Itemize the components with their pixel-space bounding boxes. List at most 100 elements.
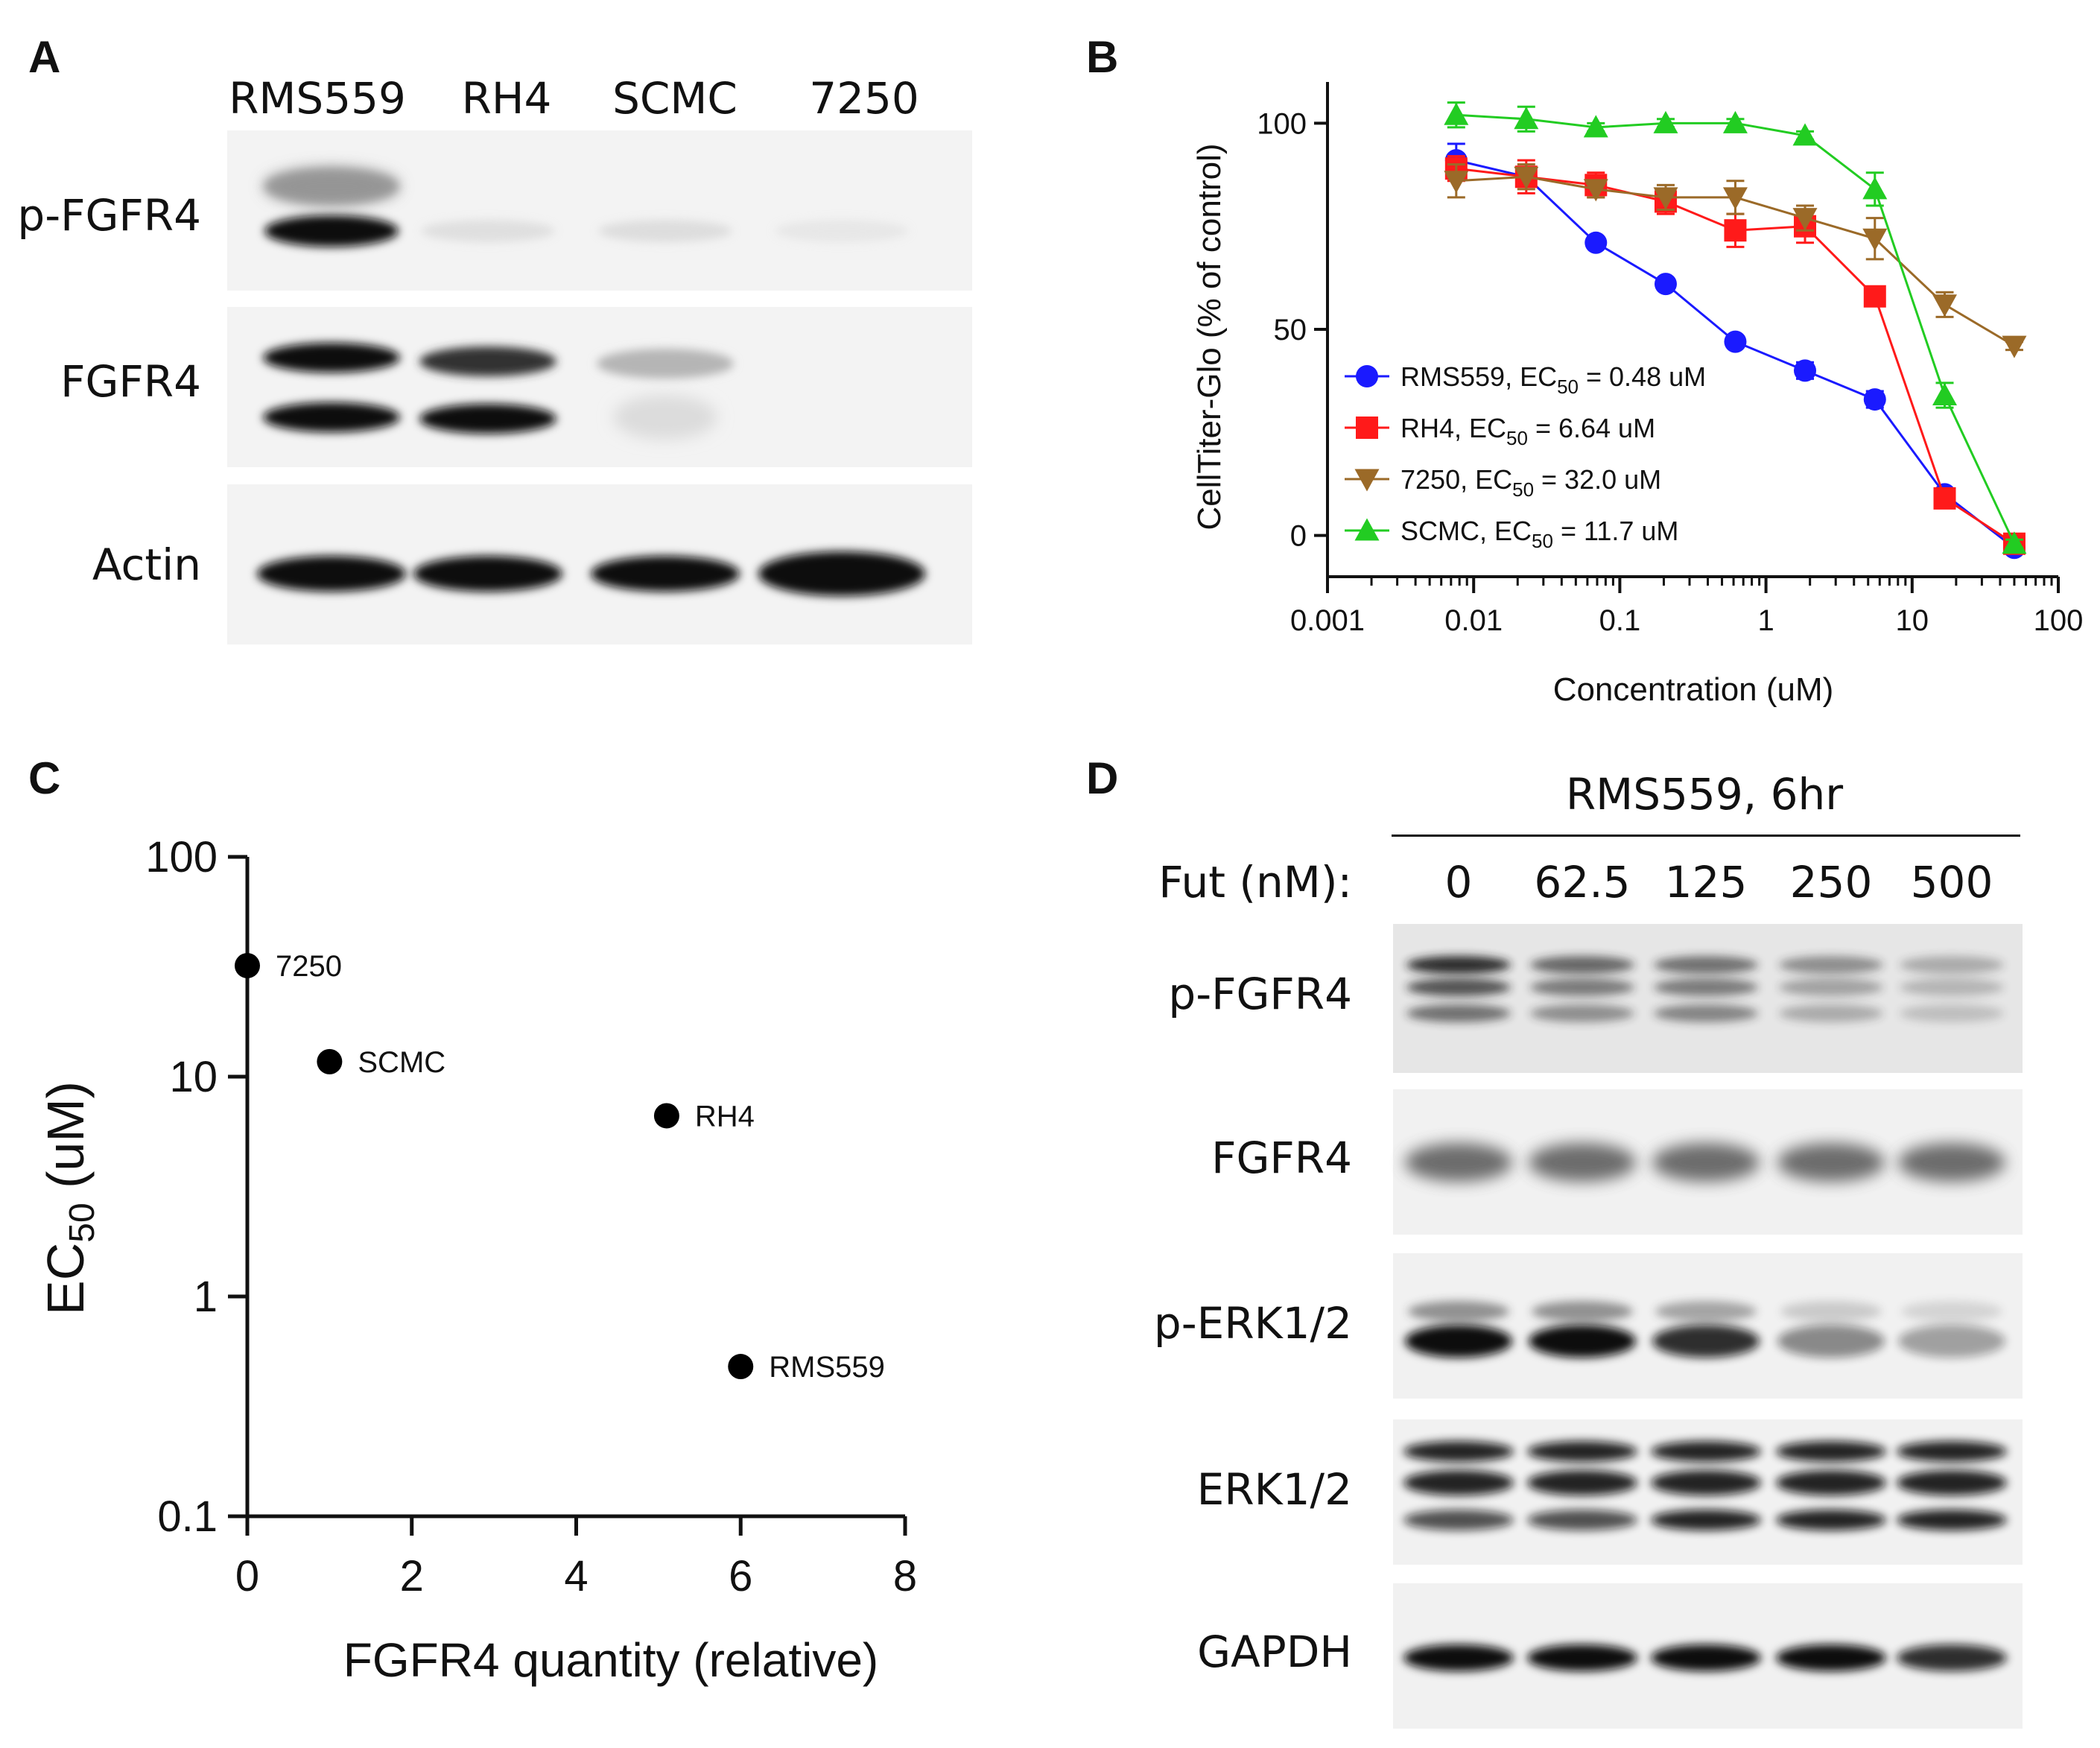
band-d-pfgfr4 — [1406, 1004, 1511, 1022]
b-x-axis-label: Concentration (uM) — [1553, 671, 1834, 708]
band-a-pfgfr4 — [775, 220, 909, 242]
band-a-pfgfr4 — [598, 220, 732, 242]
blot-d-row-label-p-fgfr4: p-FGFR4 — [1168, 969, 1352, 1019]
band-d-erk — [1776, 1510, 1886, 1530]
band-d-erk — [1651, 1510, 1761, 1530]
band-a-pfgfr4 — [421, 220, 555, 242]
b-point-7250 — [1653, 187, 1678, 210]
band-a-pfgfr4-upper — [263, 167, 400, 206]
b-point-7250 — [1514, 166, 1539, 189]
b-point-rms559 — [1794, 359, 1817, 382]
b-x-tick-label: 0.001 — [1290, 604, 1365, 637]
b-y-tick-label: 100 — [1257, 107, 1307, 140]
band-d-pfgfr4 — [1654, 956, 1758, 974]
b-legend-label-scmc: SCMC, EC50 = 11.7 uM — [1400, 516, 1678, 552]
blot-d-row-label-fgfr4: FGFR4 — [1211, 1133, 1352, 1183]
band-d-perk-upper — [1780, 1301, 1882, 1322]
dose-label-62-5: 62.5 — [1534, 857, 1631, 908]
band-d-perk-upper — [1532, 1301, 1633, 1322]
panel-c-letter: C — [28, 753, 61, 803]
blot-d-header: RMS559, 6hr — [1565, 769, 1844, 820]
band-a-fgfr4 — [263, 402, 400, 432]
blot-a-strip-0 — [227, 130, 972, 291]
c-point-label-7250: 7250 — [276, 950, 342, 983]
band-d-erk — [1527, 1441, 1637, 1462]
blot-d-row-label-p-erk: p-ERK1/2 — [1153, 1298, 1352, 1349]
b-y-tick-label: 0 — [1290, 520, 1307, 553]
c-point-label-rms559: RMS559 — [769, 1351, 885, 1384]
c-point-rh4 — [653, 1103, 679, 1129]
b-legend-label-rh4: RH4, EC50 = 6.64 uM — [1400, 413, 1655, 449]
b-point-scmc — [1792, 123, 1818, 146]
band-d-pfgfr4 — [1530, 978, 1634, 996]
lane-label-7250: 7250 — [809, 73, 919, 124]
band-d-fgfr4 — [1529, 1143, 1636, 1182]
b-point-7250 — [1583, 179, 1608, 202]
b-point-scmc — [1653, 110, 1678, 133]
dose-label-250: 250 — [1789, 857, 1873, 908]
b-point-rms559 — [1724, 330, 1747, 353]
band-d-erk — [1776, 1441, 1886, 1462]
b-point-scmc — [1722, 110, 1748, 133]
blot-d-row-label-erk: ERK1/2 — [1196, 1464, 1352, 1515]
c-x-tick-label: 8 — [893, 1552, 917, 1600]
b-point-scmc — [1514, 107, 1539, 130]
band-d-erk — [1527, 1470, 1637, 1495]
b-x-tick-label: 0.01 — [1444, 604, 1503, 637]
band-d-fgfr4 — [1898, 1143, 2005, 1182]
band-d-pfgfr4 — [1779, 956, 1883, 974]
c-point-7250 — [235, 952, 260, 978]
band-d-perk-lower — [1652, 1325, 1760, 1358]
dose-label-0: 0 — [1444, 857, 1473, 908]
band-d-pfgfr4 — [1900, 978, 2004, 996]
band-d-perk-lower — [1777, 1325, 1885, 1358]
band-d-pfgfr4 — [1654, 1004, 1758, 1022]
band-a-fgfr4-smear — [613, 395, 717, 440]
b-legend-marker — [1354, 518, 1380, 541]
b-point-scmc — [1444, 102, 1469, 125]
blot-d-row-label-gapdh: GAPDH — [1197, 1627, 1352, 1677]
c-point-rms559 — [728, 1354, 754, 1380]
b-legend-marker — [1354, 469, 1380, 492]
band-d-erk — [1776, 1470, 1886, 1495]
band-d-gapdh — [1776, 1644, 1886, 1671]
c-x-tick-label: 2 — [400, 1552, 424, 1600]
band-a-fgfr4 — [419, 404, 556, 434]
b-y-axis-label: CellTiter-Glo (% of control) — [1191, 143, 1228, 530]
b-point-7250 — [1932, 294, 1957, 317]
panel-b-letter: B — [1086, 32, 1119, 82]
band-d-erk — [1897, 1470, 2007, 1495]
band-d-fgfr4 — [1405, 1143, 1512, 1182]
b-point-rh4 — [1933, 487, 1956, 510]
c-y-tick-label: 0.1 — [157, 1492, 218, 1541]
dose-label-125: 125 — [1664, 857, 1748, 908]
band-a-actin — [257, 556, 406, 592]
c-point-scmc — [317, 1048, 343, 1074]
b-legend-marker — [1356, 365, 1378, 387]
blot-a-row-label-actin: Actin — [92, 539, 201, 590]
lane-label-rh4: RH4 — [461, 73, 552, 124]
b-point-rh4 — [1724, 219, 1747, 242]
band-d-perk-upper — [1655, 1301, 1757, 1322]
band-a-actin — [413, 556, 562, 592]
dose-label-500: 500 — [1910, 857, 1993, 908]
b-legend-label-7250: 7250, EC50 = 32.0 uM — [1400, 464, 1661, 501]
b-legend-marker — [1356, 417, 1378, 439]
b-point-scmc — [1583, 115, 1608, 138]
b-x-tick-label: 100 — [2034, 604, 2084, 637]
c-x-tick-label: 0 — [235, 1552, 259, 1600]
band-d-fgfr4 — [1777, 1143, 1885, 1182]
blot-d-header-line — [1392, 835, 2020, 837]
band-d-fgfr4 — [1652, 1143, 1760, 1182]
blot-a-row-label-fgfr4: FGFR4 — [60, 356, 201, 407]
b-x-tick-label: 0.1 — [1599, 604, 1641, 637]
band-a-pfgfr4 — [264, 215, 399, 247]
c-point-label-scmc: SCMC — [358, 1046, 445, 1079]
b-x-tick-label: 1 — [1757, 604, 1774, 637]
band-a-fgfr4 — [263, 343, 400, 373]
b-point-rh4 — [1863, 285, 1886, 308]
